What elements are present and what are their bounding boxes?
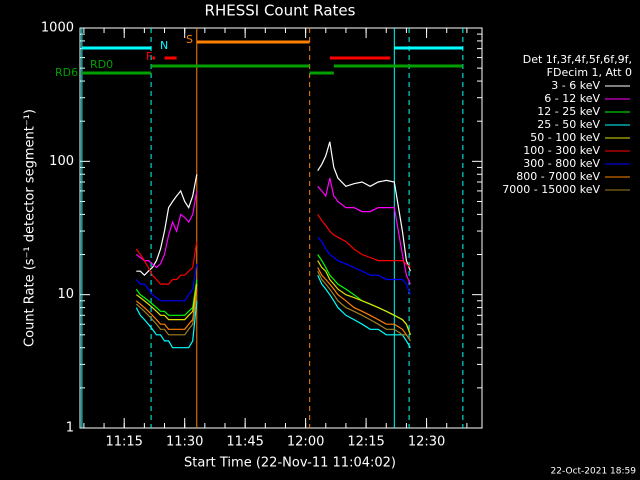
flag-label: RD0 xyxy=(90,58,113,71)
plot-frame xyxy=(79,27,483,429)
legend-label: 50 - 100 keV xyxy=(530,131,600,144)
footer: 22-Oct-2021 18:59 xyxy=(551,467,637,477)
x-tick-label: 12:00 xyxy=(287,435,324,450)
y-tick-label: 1 xyxy=(66,421,74,436)
series-line xyxy=(135,270,411,342)
flag-label: S xyxy=(186,33,193,46)
x-tick-label: 12:15 xyxy=(347,435,384,450)
y-axis-label: Count Rate (s⁻¹ detector segment⁻¹) xyxy=(23,109,38,347)
legend-label: 100 - 300 keV xyxy=(523,144,600,157)
legend-header: Det 1f,3f,4f,5f,6f,9f, xyxy=(523,53,632,66)
flag-label: F xyxy=(146,50,152,63)
series-line xyxy=(135,177,411,285)
legend-label: 800 - 7000 keV xyxy=(516,170,600,183)
series-line xyxy=(135,214,411,285)
legend-label: 12 - 25 keV xyxy=(537,105,600,118)
legend-label: 25 - 50 keV xyxy=(537,118,600,131)
x-tick-label: 11:30 xyxy=(166,435,203,450)
series-line xyxy=(135,260,411,336)
x-tick-label: 11:15 xyxy=(105,435,142,450)
legend-label: 300 - 800 keV xyxy=(523,157,600,170)
x-tick-label: 12:30 xyxy=(408,435,445,450)
series-line xyxy=(135,236,411,302)
legend-label: 7000 - 15000 keV xyxy=(502,183,600,196)
series-line xyxy=(135,274,411,349)
x-tick-label: 11:45 xyxy=(226,435,263,450)
legend-label: 6 - 12 keV xyxy=(544,92,600,105)
chart-title: RHESSI Count Rates xyxy=(205,2,356,20)
series-line xyxy=(136,141,411,277)
y-tick-label: 10 xyxy=(57,287,74,302)
x-axis-label: Start Time (22-Nov-11 11:04:02) xyxy=(184,456,396,471)
series-line xyxy=(135,267,411,342)
y-tick-label: 100 xyxy=(49,154,74,169)
flag-label: RD6 xyxy=(55,66,78,79)
y-tick-label: 1000 xyxy=(41,21,74,36)
flag-label: N xyxy=(160,39,168,52)
legend-label: 3 - 6 keV xyxy=(551,79,600,92)
legend-header: FDecim 1, Att 0 xyxy=(547,66,632,79)
